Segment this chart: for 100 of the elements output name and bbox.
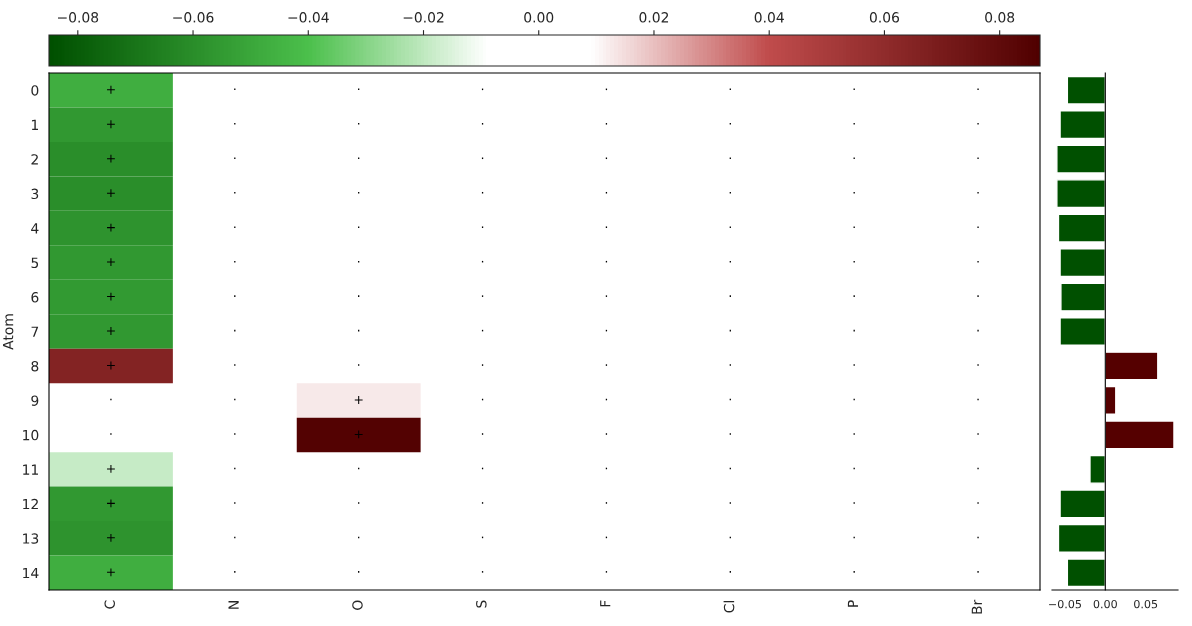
text: · [234,433,236,435]
text: · [853,398,855,401]
text: · [605,364,608,366]
text: · [358,123,360,125]
text: · [234,364,236,366]
data-label: + [107,499,115,508]
data-label: + [107,568,115,577]
text: · [977,398,979,401]
text: · [605,571,608,573]
text: · [358,467,360,470]
text: · [977,502,979,504]
text: · [729,502,731,504]
text: · [853,329,855,332]
x-tick-label: P [847,600,859,607]
data-label: + [107,154,115,163]
text: · [977,295,979,297]
text: · [481,123,484,125]
color-bar-label: −0.08 [58,12,99,23]
text: · [481,191,484,194]
bar [1104,385,1117,415]
bar [1059,110,1107,140]
y-tick-label: 14 [23,567,39,579]
data-label: + [107,464,115,473]
text: · [481,398,484,401]
text: · [358,536,360,539]
text: · [481,226,484,228]
text: · [234,157,236,160]
text: · [853,88,855,91]
x-tick-label: 0.00 [1093,599,1117,609]
color-bar-label: −0.04 [288,12,329,23]
x-tick-label: N [228,601,239,609]
text: · [481,536,484,539]
bar [1059,248,1107,278]
text: · [729,295,731,297]
text: · [977,329,979,332]
text: · [853,123,855,125]
text: · [605,398,608,401]
bar [1104,351,1159,381]
text: · [729,123,731,125]
y-tick-label: 4 [31,223,39,234]
bar [1089,454,1107,484]
data-label: + [107,189,115,198]
text: · [605,433,608,435]
y-tick-label: 5 [31,257,39,269]
y-axis-title: Atom [3,314,14,350]
text: · [977,364,979,366]
bar [1057,523,1107,553]
bar [1059,317,1107,346]
text: · [853,226,855,228]
text: · [481,467,484,470]
text: · [481,571,484,573]
text: · [977,571,979,573]
text: · [977,260,979,263]
text: · [853,536,855,539]
text: · [977,88,979,91]
text: · [853,467,855,470]
text: · [605,329,608,332]
text: · [358,260,360,263]
y-tick-label: 2 [31,154,38,165]
x-tick-label: −0.05 [1049,599,1081,609]
y-tick-label: 3 [31,188,39,200]
text: · [977,536,979,539]
x-tick-label: C [104,600,115,609]
text: · [977,226,979,228]
text: · [729,364,731,366]
text: · [853,433,855,435]
y-tick-label: 8 [31,360,39,372]
text: · [234,191,236,194]
text: · [358,226,360,228]
text: · [729,467,731,470]
text: · [605,502,608,504]
text: · [977,191,979,194]
text: · [729,329,731,332]
text: · [853,157,855,160]
text: · [234,295,236,297]
text: · [234,88,236,91]
text: · [605,295,608,297]
text: · [729,157,731,160]
text: · [977,467,979,470]
text: · [481,433,484,435]
text: · [481,502,484,504]
text: · [234,123,236,125]
text: · [977,123,979,125]
text: · [234,536,236,539]
color-bar-label: 0.00 [524,12,554,23]
text: · [605,467,608,470]
y-tick-label: 6 [31,292,39,303]
text: · [234,226,236,228]
data-label: + [107,361,115,370]
text: · [481,364,484,366]
data-label: + [107,327,115,335]
y-tick-label: 0 [31,85,39,96]
x-tick-label: 0.05 [1134,599,1158,609]
text: · [605,226,608,228]
y-tick-label: 7 [31,326,39,337]
text: · [358,88,360,91]
y-tick-label: 10 [23,429,39,441]
y-tick-label: 11 [23,464,38,475]
text: · [729,226,731,228]
text: · [234,571,236,573]
